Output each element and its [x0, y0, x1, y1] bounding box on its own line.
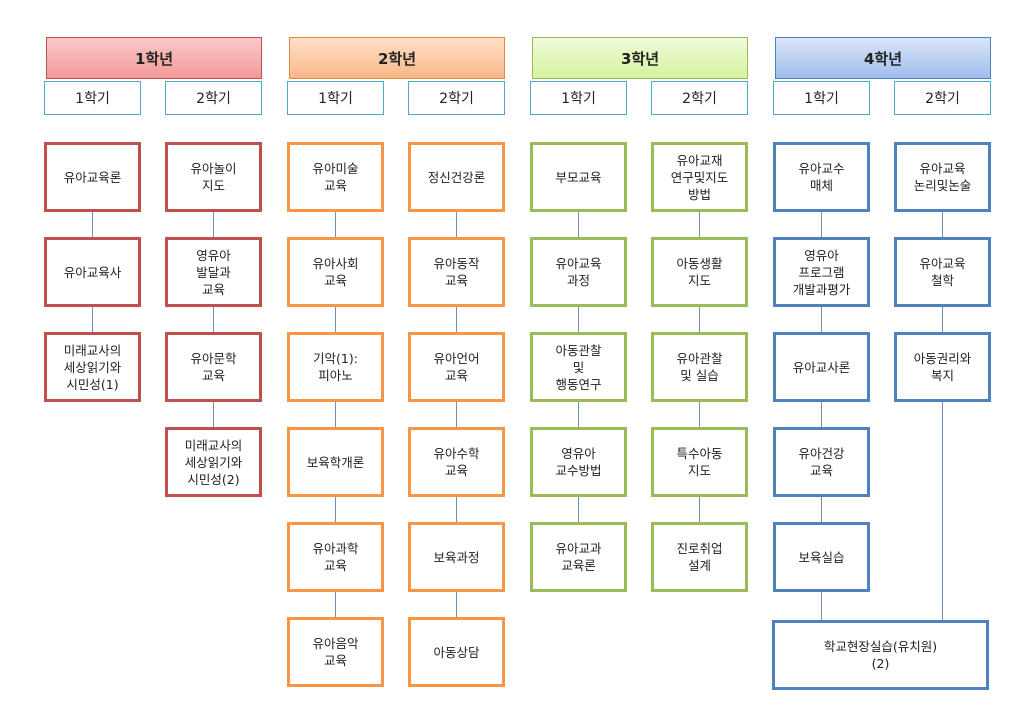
course-box: 진로취업 설계: [651, 522, 748, 592]
course-box: 기악(1): 피아노: [287, 332, 384, 402]
course-box: 유아건강 교육: [773, 427, 870, 497]
semester-header: 2학기: [651, 81, 748, 115]
year-header: 2학년: [289, 37, 505, 79]
course-box: 유아교육 철학: [894, 237, 991, 307]
final-course-box: 학교현장실습(유치원) (2): [772, 620, 989, 690]
course-box: 유아음악 교육: [287, 617, 384, 687]
semester-header: 2학기: [408, 81, 505, 115]
course-box: 유아교육론: [44, 142, 141, 212]
course-box: 유아과학 교육: [287, 522, 384, 592]
course-box: 유아놀이 지도: [165, 142, 262, 212]
semester-header: 2학기: [894, 81, 991, 115]
course-box: 유아동작 교육: [408, 237, 505, 307]
course-box: 유아교수 매체: [773, 142, 870, 212]
year-header: 3학년: [532, 37, 748, 79]
semester-header: 1학기: [530, 81, 627, 115]
course-box: 아동생활 지도: [651, 237, 748, 307]
semester-header: 1학기: [287, 81, 384, 115]
course-box: 부모교육: [530, 142, 627, 212]
year-header: 4학년: [775, 37, 991, 79]
course-box: 특수아동 지도: [651, 427, 748, 497]
course-box: 유아교사론: [773, 332, 870, 402]
course-box: 유아교육사: [44, 237, 141, 307]
course-box: 유아사회 교육: [287, 237, 384, 307]
course-box: 보육실습: [773, 522, 870, 592]
course-box: 아동관찰 및 행동연구: [530, 332, 627, 402]
semester-header: 2학기: [165, 81, 262, 115]
course-box: 유아교육 과정: [530, 237, 627, 307]
course-box: 미래교사의 세상읽기와 시민성(1): [44, 332, 141, 402]
course-box: 미래교사의 세상읽기와 시민성(2): [165, 427, 262, 497]
course-box: 유아문학 교육: [165, 332, 262, 402]
course-box: 아동상담: [408, 617, 505, 687]
course-box: 정신건강론: [408, 142, 505, 212]
course-box: 유아수학 교육: [408, 427, 505, 497]
course-box: 보육학개론: [287, 427, 384, 497]
year-header: 1학년: [46, 37, 262, 79]
course-box: 영유아 프로그램 개발과평가: [773, 237, 870, 307]
course-box: 유아교재 연구및지도 방법: [651, 142, 748, 212]
course-box: 보육과정: [408, 522, 505, 592]
course-box: 아동권리와 복지: [894, 332, 991, 402]
course-box: 유아미술 교육: [287, 142, 384, 212]
course-box: 유아관찰 및 실습: [651, 332, 748, 402]
course-box: 유아교육 논리및논술: [894, 142, 991, 212]
semester-header: 1학기: [44, 81, 141, 115]
course-box: 유아교과 교육론: [530, 522, 627, 592]
course-box: 유아언어 교육: [408, 332, 505, 402]
semester-header: 1학기: [773, 81, 870, 115]
course-box: 영유아 발달과 교육: [165, 237, 262, 307]
course-box: 영유아 교수방법: [530, 427, 627, 497]
